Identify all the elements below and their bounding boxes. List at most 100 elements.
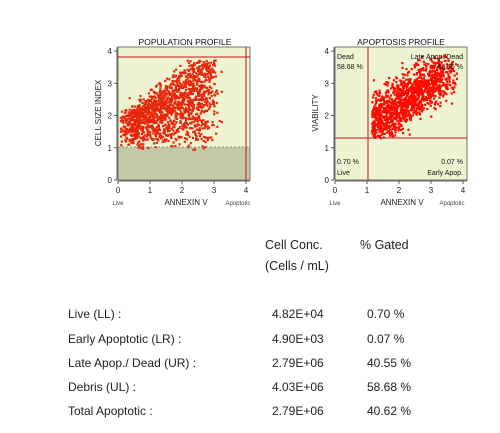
scatter-point (393, 100, 396, 103)
scatter-point (430, 115, 433, 118)
scatter-point (440, 73, 443, 76)
row-label: Debris (UL) : (68, 380, 137, 394)
scatter-point (147, 146, 150, 150)
scatter-point (400, 99, 403, 102)
scatter-point (216, 92, 219, 95)
scatter-point (124, 111, 127, 114)
scatter-point (371, 122, 374, 125)
scatter-point (150, 105, 153, 108)
scatter-point (195, 119, 198, 122)
scatter-point (158, 109, 162, 113)
scatter-point (203, 94, 206, 97)
scatter-point (164, 99, 167, 102)
scatter-point (386, 124, 389, 127)
scatter-point (196, 123, 199, 126)
scatter-point (199, 73, 202, 76)
scatter-point (164, 118, 167, 121)
scatter-point (450, 66, 453, 69)
scatter-point (194, 78, 197, 81)
scatter-point (138, 119, 141, 122)
scatter-point (158, 134, 161, 137)
scatter-point (371, 112, 374, 115)
scatter-point (158, 129, 162, 132)
scatter-point (383, 115, 386, 118)
scatter-point (169, 84, 172, 87)
scatter-point (388, 131, 392, 134)
scatter-point (385, 122, 388, 125)
scatter-point (193, 63, 196, 66)
scatter-point (405, 107, 408, 110)
scatter-point (187, 99, 190, 102)
scatter-point (375, 90, 378, 93)
scatter-point (184, 121, 187, 124)
scatter-point (157, 132, 160, 135)
scatter-point (172, 133, 175, 136)
scatter-point (172, 89, 175, 92)
scatter-point (444, 84, 447, 87)
scatter-point (186, 68, 189, 71)
scatter-point (164, 103, 167, 106)
scatter-point (399, 128, 403, 131)
scatter-point (374, 114, 377, 117)
scatter-point (406, 71, 409, 74)
scatter-point (220, 90, 223, 93)
scatter-point (448, 70, 451, 73)
population-ylabel: CELL SIZE INDEX (94, 79, 103, 146)
scatter-point (394, 97, 397, 100)
scatter-point (184, 109, 188, 112)
scatter-point (432, 79, 436, 82)
scatter-point (121, 129, 124, 132)
scatter-point (390, 124, 393, 127)
scatter-point (439, 70, 442, 73)
scatter-point (405, 118, 408, 121)
scatter-point (385, 94, 388, 97)
scatter-point (438, 96, 441, 99)
row-gated: 58.68 % (367, 380, 412, 394)
population-xlabel: ANNEXIN V (164, 198, 208, 207)
scatter-point (163, 91, 166, 94)
scatter-point (159, 105, 162, 108)
scatter-point (208, 64, 211, 67)
scatter-point (198, 59, 201, 62)
scatter-point (381, 115, 385, 118)
scatter-point (165, 107, 168, 110)
scatter-point (168, 124, 171, 127)
scatter-point (183, 72, 186, 75)
scatter-point (443, 54, 446, 57)
scatter-point (403, 80, 406, 83)
scatter-point (201, 67, 205, 70)
scatter-point (208, 70, 211, 73)
scatter-point (212, 63, 215, 67)
scatter-point (415, 73, 418, 76)
scatter-point (134, 115, 137, 119)
scatter-point (169, 109, 172, 112)
scatter-point (178, 126, 181, 129)
scatter-point (158, 101, 161, 104)
scatter-point (393, 110, 396, 113)
scatter-point (419, 68, 422, 71)
scatter-point (137, 132, 140, 135)
scatter-point (207, 75, 210, 78)
scatter-point (405, 101, 408, 104)
scatter-point (405, 68, 408, 71)
scatter-point (170, 82, 173, 85)
scatter-point (153, 111, 156, 115)
scatter-point (428, 71, 431, 74)
scatter-point (182, 117, 185, 120)
scatter-point (389, 134, 392, 137)
scatter-point (192, 89, 195, 92)
scatter-point (184, 106, 188, 110)
scatter-point (149, 103, 152, 106)
scatter-point (408, 113, 412, 116)
scatter-point (394, 89, 397, 93)
scatter-point (420, 91, 423, 94)
scatter-point (420, 85, 423, 88)
scatter-point (166, 85, 169, 88)
scatter-point (415, 72, 419, 75)
scatter-point (438, 84, 441, 87)
scatter-point (415, 78, 418, 81)
scatter-point (134, 128, 137, 131)
scatter-point (163, 128, 166, 131)
scatter-point (396, 104, 399, 107)
scatter-point (200, 106, 203, 109)
